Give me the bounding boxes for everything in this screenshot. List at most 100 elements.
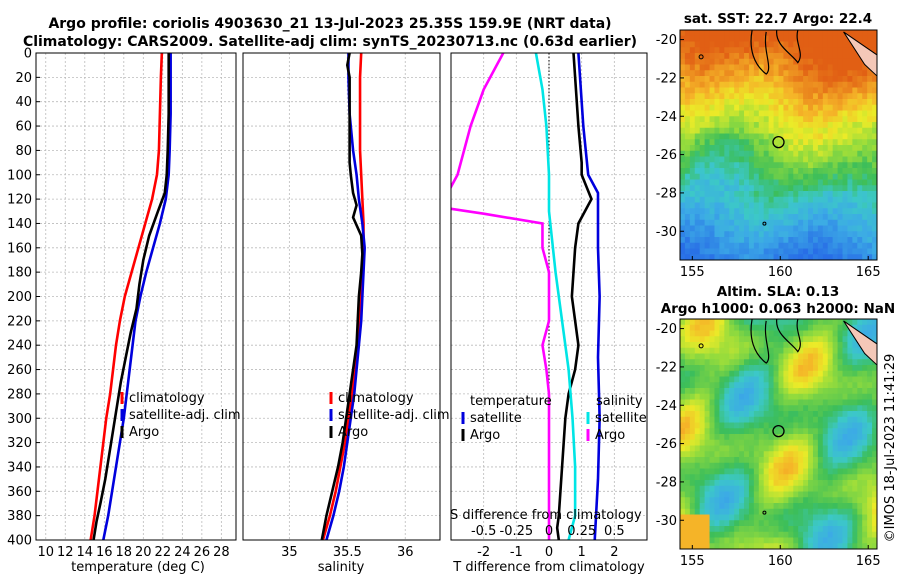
- map-cell: [744, 41, 750, 48]
- map-cell: [699, 225, 706, 232]
- map-cell: [758, 254, 765, 260]
- map-cell: [714, 41, 720, 48]
- map-cell: [812, 145, 819, 152]
- difference-s-xlabel: S difference from climatology: [450, 508, 642, 523]
- map-cell: [817, 468, 824, 475]
- map-cell: [842, 537, 849, 544]
- map-cell: [827, 225, 834, 232]
- map-cell: [689, 422, 696, 429]
- map-cell: [694, 47, 701, 54]
- map-cell: [744, 445, 750, 452]
- map-cell: [699, 214, 706, 221]
- map-cell: [778, 342, 785, 349]
- map-cell: [719, 87, 725, 94]
- map-cell: [857, 376, 863, 383]
- map-cell: [680, 416, 686, 424]
- map-cell: [852, 248, 858, 255]
- map-cell: [748, 491, 755, 498]
- map-cell: [803, 520, 809, 527]
- map-cell: [847, 514, 853, 521]
- map-cell: [719, 434, 725, 441]
- map-cell: [822, 30, 829, 37]
- map-cell: [837, 76, 844, 83]
- map-cell: [709, 225, 716, 232]
- map-cell: [689, 457, 696, 464]
- map-cell: [719, 526, 725, 533]
- map-cell: [724, 336, 730, 343]
- map-cell: [744, 196, 750, 204]
- map-cell: [739, 382, 745, 389]
- map-cell: [758, 87, 765, 94]
- map-cell: [768, 179, 775, 186]
- map-cell: [758, 58, 765, 66]
- map-cell: [680, 133, 686, 140]
- map-cell: [758, 93, 765, 100]
- map-cell: [778, 145, 785, 152]
- map-cell: [798, 196, 804, 204]
- map-cell: [689, 53, 696, 60]
- map-cell: [778, 439, 785, 447]
- map-cell: [867, 508, 873, 516]
- map-cell: [753, 133, 760, 140]
- map-cell: [827, 168, 834, 175]
- map-cell: [852, 462, 858, 470]
- map-cell: [729, 81, 735, 89]
- map-cell: [680, 81, 686, 89]
- map-cell: [817, 47, 824, 54]
- map-cell: [872, 47, 877, 54]
- map-cell: [832, 457, 839, 464]
- map-cell: [827, 145, 834, 152]
- map-cell: [739, 422, 745, 429]
- map-cell: [862, 173, 868, 181]
- map-cell: [842, 474, 849, 481]
- map-cell: [763, 451, 770, 458]
- map-cell: [867, 208, 873, 215]
- y-tick-label: 180: [7, 266, 32, 281]
- map-cell: [724, 491, 730, 498]
- map-cell: [729, 104, 735, 112]
- map-cell: [793, 202, 799, 209]
- map-cell: [872, 81, 877, 89]
- map-cell: [822, 382, 829, 389]
- map-cell: [719, 399, 725, 406]
- map-cell: [724, 81, 730, 89]
- map-cell: [739, 70, 745, 77]
- map-cell: [680, 347, 686, 355]
- map-cell: [699, 508, 706, 516]
- map-cell: [822, 531, 829, 539]
- map-cell: [714, 139, 720, 146]
- map-cell: [862, 93, 868, 100]
- map-cell: [714, 237, 720, 244]
- map-cell: [837, 254, 844, 260]
- map-cell: [842, 543, 849, 549]
- map-cell: [748, 526, 755, 533]
- map-cell: [812, 202, 819, 209]
- map-cell: [744, 434, 750, 441]
- map-cell: [758, 319, 765, 326]
- map-cell: [773, 64, 780, 71]
- y-tick-label: 80: [15, 144, 32, 159]
- map-cell: [847, 370, 853, 378]
- map-cell: [803, 416, 809, 424]
- map-cell: [680, 520, 686, 527]
- map-cell: [684, 237, 691, 244]
- map-cell: [704, 336, 711, 343]
- map-cell: [817, 422, 824, 429]
- map-cell: [827, 330, 834, 337]
- main-title-line1: Argo profile: coriolis 4903630_21 13-Jul…: [48, 16, 611, 32]
- map-cell: [753, 53, 760, 60]
- map-cell: [714, 405, 720, 412]
- map-cell: [788, 93, 794, 100]
- map-cell: [812, 93, 819, 100]
- map-cell: [867, 365, 873, 372]
- map-cell: [724, 53, 730, 60]
- map-cell: [699, 537, 706, 544]
- map-cell: [758, 474, 765, 481]
- map-cell: [857, 139, 863, 146]
- map-cell: [793, 53, 799, 60]
- map-cell: [724, 214, 730, 221]
- map-cell: [872, 531, 877, 539]
- map-cell: [867, 248, 873, 255]
- map-cell: [773, 405, 780, 412]
- map-cell: [852, 196, 858, 204]
